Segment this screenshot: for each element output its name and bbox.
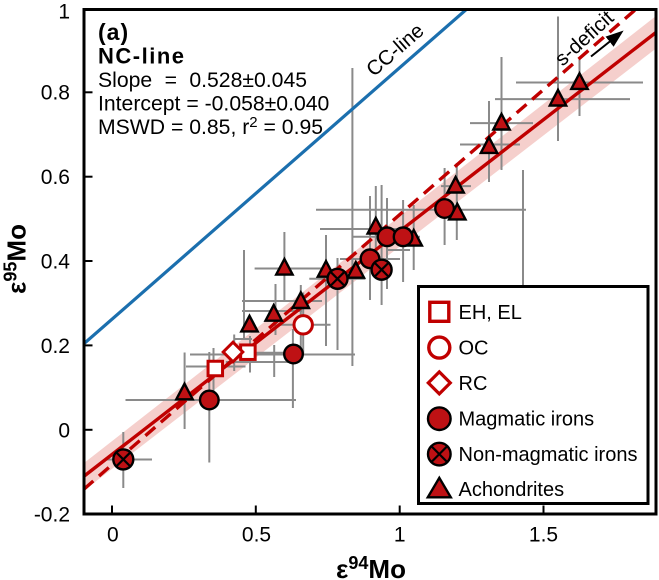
svg-text:Slope = 0.528±0.045: Slope = 0.528±0.045 bbox=[98, 69, 307, 92]
svg-text:1: 1 bbox=[394, 524, 406, 547]
svg-text:MSWD = 0.85, r2 = 0.95: MSWD = 0.85, r2 = 0.95 bbox=[98, 114, 323, 139]
svg-text:0.6: 0.6 bbox=[41, 166, 70, 189]
svg-text:Magmatic irons: Magmatic irons bbox=[459, 409, 595, 431]
svg-text:-0.2: -0.2 bbox=[34, 504, 70, 527]
svg-text:Non-magmatic irons: Non-magmatic irons bbox=[459, 444, 638, 466]
svg-text:1.5: 1.5 bbox=[529, 524, 558, 547]
svg-text:0.2: 0.2 bbox=[41, 335, 70, 358]
svg-text:(a): (a) bbox=[98, 19, 129, 45]
svg-text:0.4: 0.4 bbox=[41, 251, 71, 274]
svg-text:Achondrites: Achondrites bbox=[459, 479, 565, 501]
svg-text:EH, EL: EH, EL bbox=[459, 302, 522, 324]
svg-text:NC-line: NC-line bbox=[98, 44, 186, 69]
svg-text:0: 0 bbox=[107, 524, 119, 547]
svg-text:1: 1 bbox=[58, 1, 70, 24]
svg-text:0.5: 0.5 bbox=[242, 524, 271, 547]
svg-text:OC: OC bbox=[459, 338, 489, 360]
svg-text:0: 0 bbox=[58, 419, 70, 442]
svg-text:Intercept = -0.058±0.040: Intercept = -0.058±0.040 bbox=[98, 93, 329, 116]
svg-text:RC: RC bbox=[459, 373, 488, 395]
svg-text:0.8: 0.8 bbox=[41, 82, 70, 105]
svg-text:ε94Mo: ε94Mo bbox=[336, 553, 406, 580]
svg-text:ε95Mo: ε95Mo bbox=[1, 224, 32, 294]
